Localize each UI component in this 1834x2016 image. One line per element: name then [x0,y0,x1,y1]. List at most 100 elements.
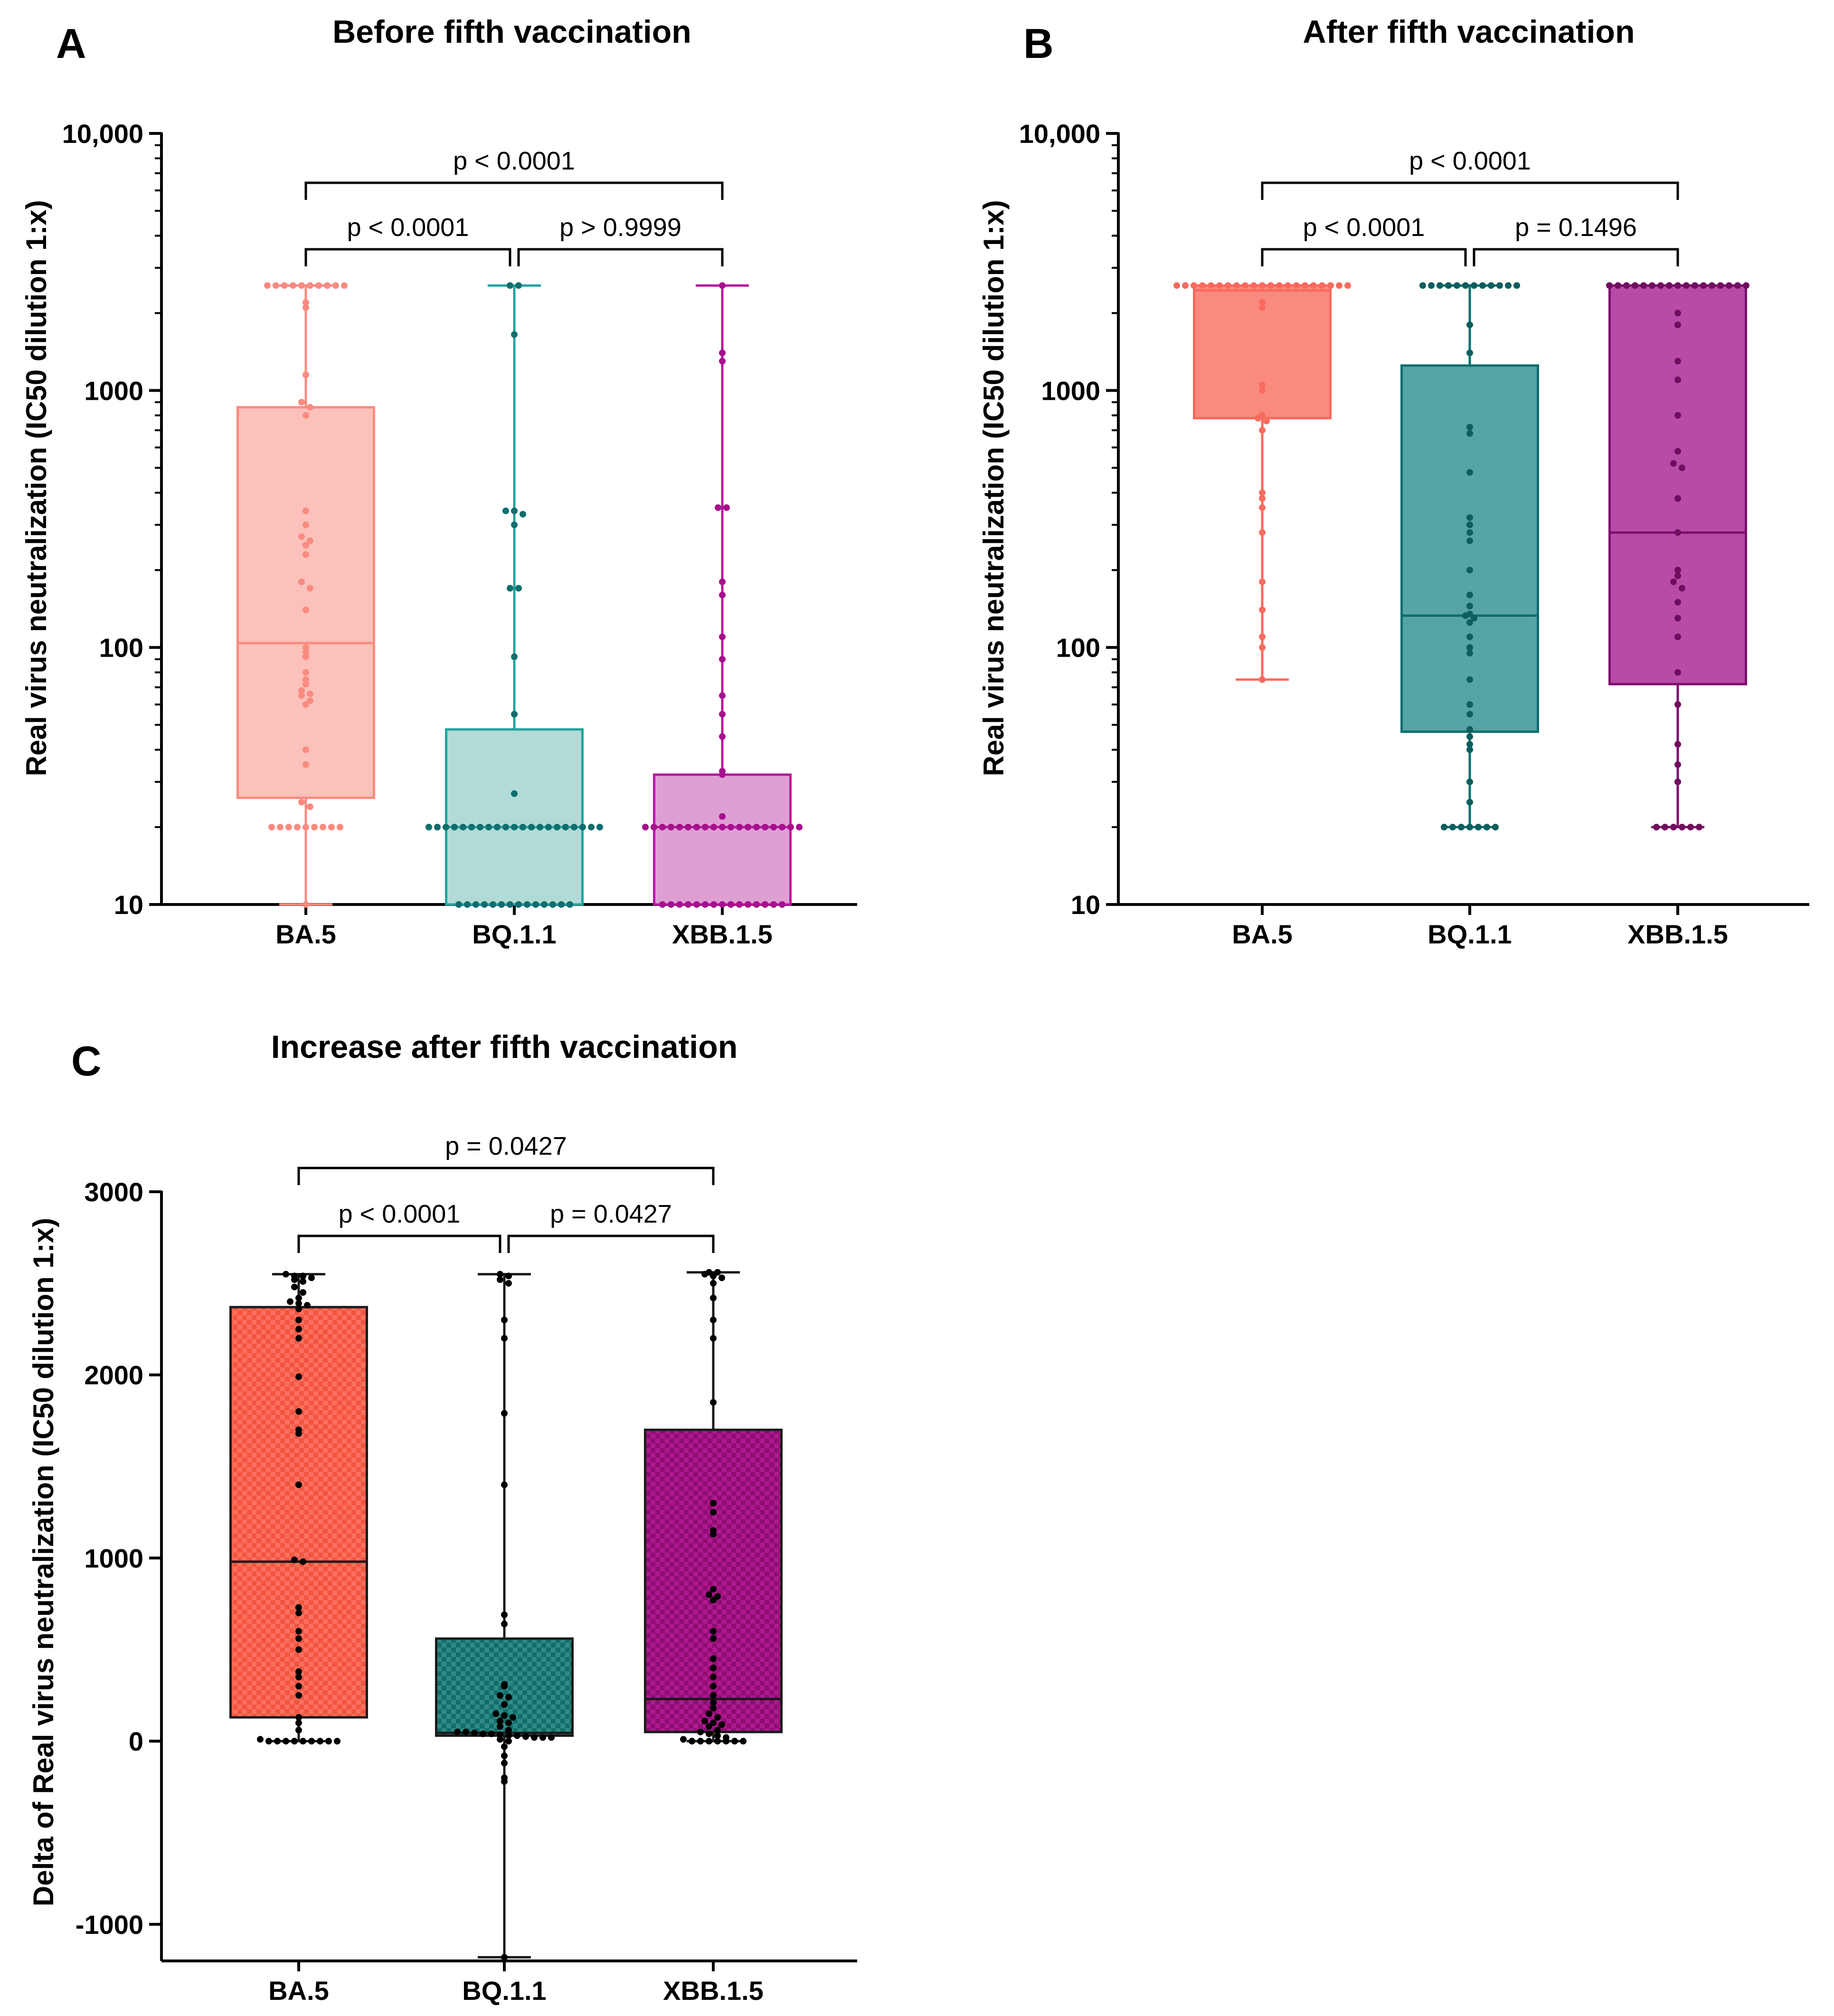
data-point [710,1399,717,1406]
data-point [277,824,284,831]
data-point [567,901,573,908]
y-tick-label: 0 [129,1726,143,1756]
data-point [1492,824,1499,831]
data-point [719,358,726,365]
box-xbb-1-5 [644,1428,783,1733]
data-point [425,824,432,831]
data-point [502,824,509,831]
data-point [295,1294,302,1301]
data-point [303,507,309,514]
data-point [303,761,309,768]
data-point [274,1738,281,1745]
data-point [300,1738,306,1745]
data-point [1466,529,1473,536]
data-point [1191,282,1197,289]
panel-a-label: A [56,20,86,67]
data-point [1182,282,1189,289]
data-point [317,1738,323,1745]
data-point [1216,282,1223,289]
data-point [710,1664,717,1671]
data-point [1263,417,1270,424]
p-value-label: p > 0.9999 [559,213,681,242]
data-point [298,282,305,289]
data-point [303,412,309,419]
data-point [303,746,309,754]
data-point [1462,612,1469,619]
data-point [710,1628,717,1635]
data-point [307,584,313,592]
data-point [1255,415,1261,422]
data-point [710,1705,717,1712]
data-point [497,1717,503,1724]
data-point [273,282,279,289]
data-point [522,1733,529,1740]
x-tick-label: XBB.1.5 [1627,919,1728,949]
data-point [541,901,548,908]
data-point [501,1481,508,1488]
data-point [1285,282,1291,289]
panel-b: B After fifth vaccination Real virus neu… [978,14,1809,949]
data-point [295,1692,302,1699]
data-point [1513,282,1520,289]
data-point [710,1586,717,1592]
data-point [300,1558,306,1565]
significance-bracket [304,181,724,200]
data-point [719,692,726,699]
data-point [303,521,309,528]
data-point [1267,282,1274,289]
data-point [719,771,726,778]
data-point [1674,778,1681,785]
data-point [1640,282,1647,289]
data-point [770,824,777,831]
data-point [770,901,777,908]
data-point [471,1729,478,1736]
y-tick-label: 2000 [84,1360,143,1390]
data-point [1674,701,1681,708]
data-point [520,510,526,518]
data-point [308,1738,315,1745]
box-xbb-1-5 [1608,284,1747,686]
data-point [1743,282,1749,289]
data-point [779,901,785,908]
significance-bracket [297,1167,715,1185]
panel-a-y-axis-label: Real virus neutralization (IC50 dilution… [20,200,52,776]
data-point [1674,669,1681,676]
data-point [1466,726,1473,733]
data-point [642,824,649,831]
data-point [468,824,475,831]
data-point [295,1335,302,1342]
x-tick-label: XBB.1.5 [663,1976,764,2006]
data-point [710,1692,717,1699]
data-point [507,901,513,908]
data-point [1649,282,1655,289]
data-point [295,1610,302,1617]
data-point [460,824,466,831]
data-point [1683,282,1690,289]
data-point [1674,599,1681,606]
data-point [680,1736,687,1743]
data-point [685,824,691,831]
data-point [710,1317,717,1323]
data-point [1674,529,1681,536]
significance-bracket [297,1234,501,1253]
data-point [1679,464,1685,471]
data-point [488,1730,495,1737]
data-point [1674,448,1681,455]
data-point [1466,603,1473,610]
data-point [1679,584,1685,592]
data-point [303,551,309,558]
box-ba-5 [236,406,375,799]
data-point [1484,824,1490,831]
data-point [719,824,726,831]
data-point [501,1683,508,1690]
data-point [1259,282,1266,289]
data-point [723,504,730,511]
data-point [1488,282,1494,289]
panel-b-y-axis-label: Real virus neutralization (IC50 dilution… [978,200,1010,776]
data-point [501,1778,508,1785]
data-point [710,1683,717,1690]
data-point [295,1674,302,1681]
data-point [304,1302,311,1309]
data-point [337,824,343,831]
x-tick-label: XBB.1.5 [672,919,773,949]
